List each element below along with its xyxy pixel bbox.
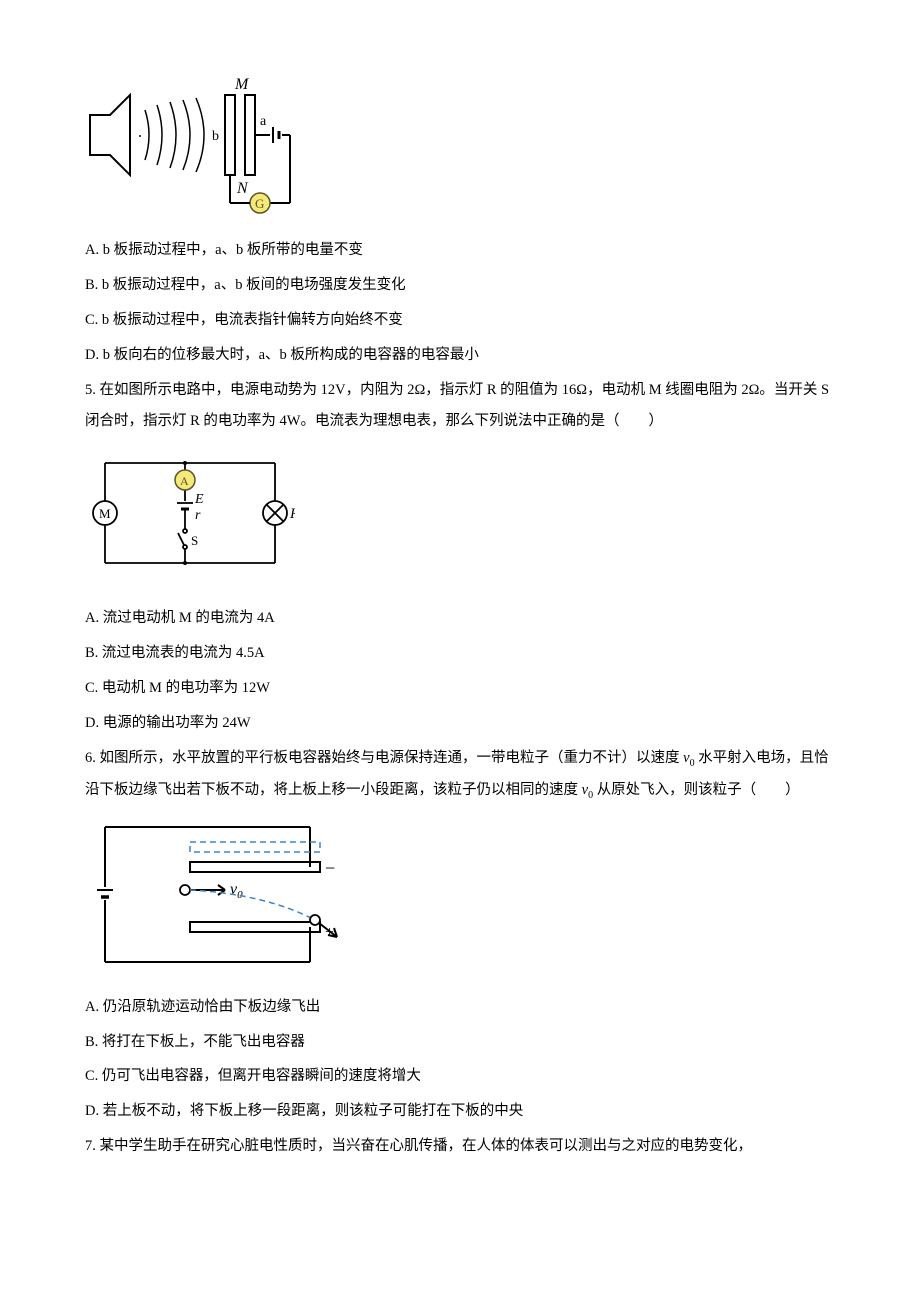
question-7-text: 7. 某中学生助手在研究心脏电性质时，当兴奋在心肌传播，在人体的体表可以测出与之…	[85, 1131, 835, 1163]
figure-q6: − + v0	[85, 812, 835, 977]
label-M: M	[234, 76, 250, 93]
label-N: N	[236, 180, 249, 197]
option-q4-A: A. b 板振动过程中，a、b 板所带的电量不变	[85, 235, 835, 267]
label-motor-M: M	[99, 506, 111, 521]
lower-plate	[190, 922, 320, 932]
figure-q4: M N b a G	[85, 75, 835, 220]
option-q5-D: D. 电源的输出功率为 24W	[85, 708, 835, 740]
option-q4-B: B. b 板振动过程中，a、b 板间的电场强度发生变化	[85, 270, 835, 302]
option-q6-B: B. 将打在下板上，不能飞出电容器	[85, 1027, 835, 1059]
trajectory	[190, 890, 315, 920]
label-minus: −	[325, 858, 335, 878]
option-q5-A: A. 流过电动机 M 的电流为 4A	[85, 603, 835, 635]
upper-plate	[190, 862, 320, 872]
moved-upper-plate	[190, 842, 320, 852]
label-v0: v0	[230, 881, 243, 901]
label-ammeter-A: A	[180, 474, 189, 488]
label-S: S	[191, 533, 198, 548]
label-r: r	[195, 508, 201, 523]
question-6-text: 6. 如图所示，水平放置的平行板电容器始终与电源保持连通，一带电粒子（重力不计）…	[85, 743, 835, 807]
label-G: G	[255, 196, 264, 211]
option-q4-D: D. b 板向右的位移最大时，a、b 板所构成的电容器的电容最小	[85, 340, 835, 372]
label-E: E	[194, 492, 204, 507]
option-q6-D: D. 若上板不动，将下板上移一段距离，则该粒子可能打在下板的中央	[85, 1096, 835, 1128]
capacitor-microphone-diagram: M N b a G	[85, 75, 295, 215]
label-RL: RL	[289, 506, 295, 525]
label-b: b	[212, 129, 219, 144]
parallel-plate-diagram: − + v0	[85, 812, 345, 972]
question-5-text: 5. 在如图所示电路中，电源电动势为 12V，内阻为 2Ω，指示灯 R 的阻值为…	[85, 375, 835, 439]
figure-q5: M A E r S RL	[85, 443, 835, 588]
circuit-diagram: M A E r S RL	[85, 443, 295, 583]
exit-particle-icon	[310, 915, 320, 925]
option-q5-B: B. 流过电流表的电流为 4.5A	[85, 638, 835, 670]
option-q5-C: C. 电动机 M 的电功率为 12W	[85, 673, 835, 705]
option-q6-A: A. 仍沿原轨迹运动恰由下板边缘飞出	[85, 992, 835, 1024]
label-a: a	[260, 114, 267, 129]
particle-icon	[180, 885, 190, 895]
option-q4-C: C. b 板振动过程中，电流表指针偏转方向始终不变	[85, 305, 835, 337]
option-q6-C: C. 仍可飞出电容器，但离开电容器瞬间的速度将增大	[85, 1061, 835, 1093]
